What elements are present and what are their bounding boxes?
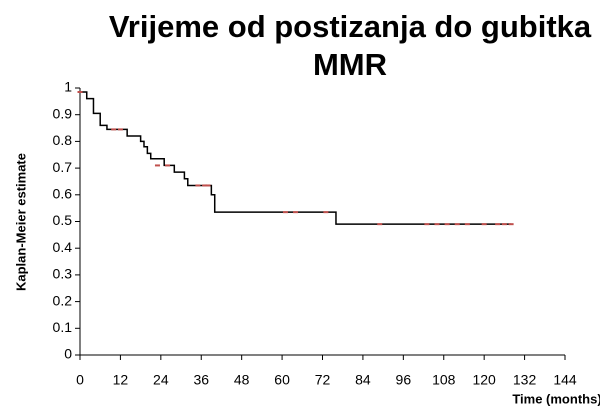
km-curve xyxy=(80,91,512,225)
y-tick-label: 0.4 xyxy=(53,239,73,255)
y-tick-label: 0.2 xyxy=(53,292,73,308)
y-tick-label: 0.8 xyxy=(53,132,73,148)
x-tick-label: 36 xyxy=(193,372,209,388)
x-axis-label: Time (months) xyxy=(512,391,600,406)
y-tick-label: 0.6 xyxy=(53,186,73,202)
y-tick-label: 0.7 xyxy=(53,159,73,175)
chart-title: Vrijeme od postizanja do gubitka MMR xyxy=(108,9,592,82)
x-tick-label: 24 xyxy=(153,372,169,388)
x-tick-label: 84 xyxy=(355,372,371,388)
x-tick-label: 132 xyxy=(513,372,537,388)
x-tick-label: 60 xyxy=(274,372,290,388)
y-axis-label: Kaplan-Meier estimate xyxy=(13,153,28,291)
x-tick-label: 12 xyxy=(113,372,129,388)
y-tick-label: 0.3 xyxy=(53,266,73,282)
x-tick-label: 48 xyxy=(234,372,250,388)
x-tick-label: 120 xyxy=(472,372,496,388)
y-tick-label: 1 xyxy=(64,79,72,95)
x-tick-label: 0 xyxy=(76,372,84,388)
y-tick-label: 0.5 xyxy=(53,212,73,228)
x-tick-label: 144 xyxy=(553,372,577,388)
y-tick-label: 0.1 xyxy=(53,319,73,335)
x-tick-label: 72 xyxy=(315,372,331,388)
x-tick-label: 96 xyxy=(396,372,412,388)
x-tick-label: 108 xyxy=(432,372,456,388)
y-tick-label: 0.9 xyxy=(53,105,73,121)
y-tick-label: 0 xyxy=(64,346,72,362)
